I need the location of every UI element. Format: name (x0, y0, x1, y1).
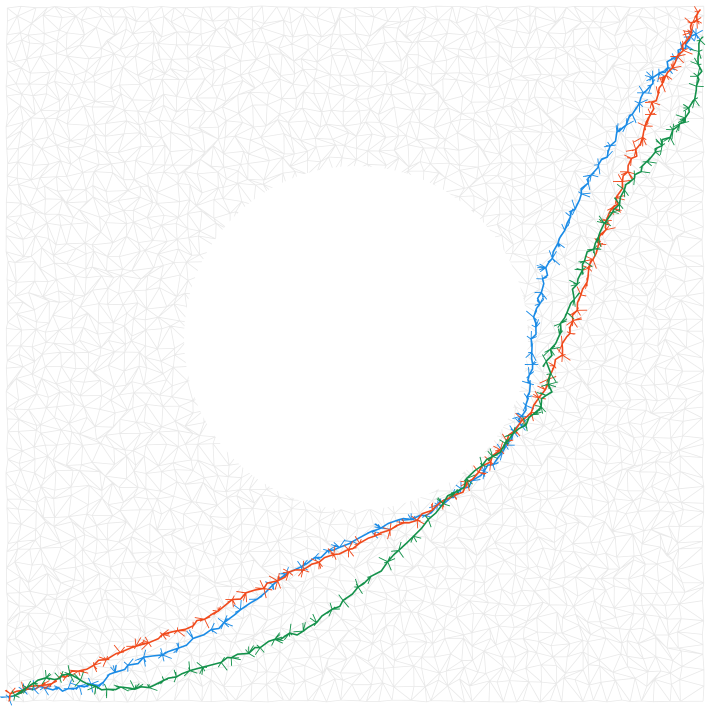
blue-path-spikes (0, 28, 703, 706)
green-path-spikes (10, 36, 706, 701)
red-path-spikes (4, 6, 702, 702)
paths (0, 6, 706, 706)
circular-obstacle (184, 166, 528, 510)
green-path-line (14, 39, 703, 697)
green-path (10, 36, 706, 701)
red-path (4, 6, 702, 702)
